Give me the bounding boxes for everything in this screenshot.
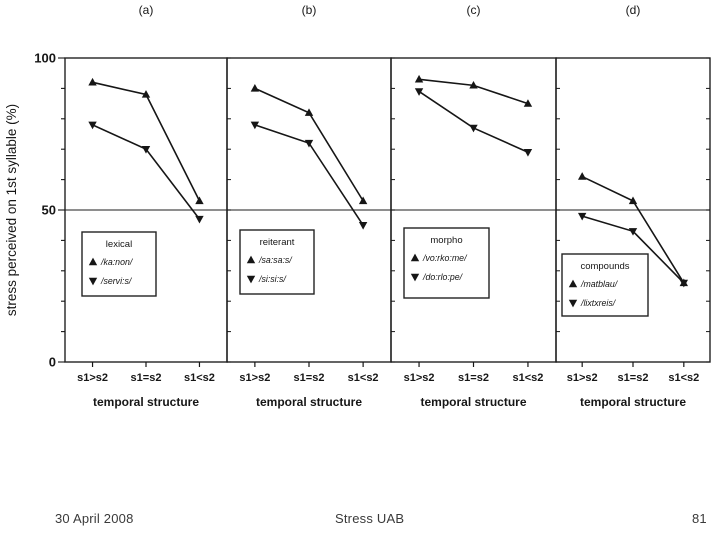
- legend-title: morpho: [430, 235, 462, 246]
- legend-title: compounds: [580, 261, 629, 272]
- x-tick-label: s1=s2: [294, 372, 325, 384]
- series-marker: [679, 279, 689, 288]
- legend-marker: [246, 275, 256, 284]
- series-marker: [195, 196, 204, 205]
- series-marker: [88, 77, 97, 86]
- series-marker: [414, 74, 424, 83]
- series-marker: [250, 121, 260, 130]
- legend-marker: [410, 273, 420, 282]
- panel-label: (a): [139, 3, 154, 17]
- panel-label: (d): [626, 3, 641, 17]
- x-axis-caption: temporal structure: [580, 395, 686, 409]
- legend-item-label: /si:si:s/: [258, 274, 287, 284]
- legend-item-label: /matblau/: [580, 279, 619, 289]
- x-axis-caption: temporal structure: [256, 395, 362, 409]
- legend-title: lexical: [106, 239, 132, 250]
- series-marker: [304, 108, 314, 116]
- series-marker: [414, 88, 424, 96]
- x-tick-label: s1<s2: [348, 372, 379, 384]
- series-marker: [577, 212, 587, 221]
- footer-date: 30 April 2008: [55, 511, 134, 526]
- legend-item-label: /vo:rko:me/: [422, 253, 468, 263]
- legend-item-label: /servi:s/: [100, 276, 133, 286]
- series-marker: [358, 222, 368, 230]
- legend-title: reiterant: [260, 237, 295, 248]
- series-marker: [250, 84, 260, 92]
- legend-box: [403, 227, 490, 299]
- x-axis-caption: temporal structure: [420, 395, 526, 409]
- legend-marker: [246, 255, 256, 264]
- stress-perception-figure: 0 50 100 stress perceived on 1st syllable (…: [4, 3, 711, 409]
- x-axis-caption: temporal structure: [93, 395, 199, 409]
- series-marker: [304, 139, 314, 148]
- legend-marker: [568, 299, 578, 308]
- legend-item-label: /ka:non/: [100, 257, 134, 267]
- x-tick-label: s1<s2: [512, 372, 543, 384]
- legend-marker: [410, 253, 420, 262]
- x-tick-label: s1>s2: [77, 372, 108, 384]
- series-marker: [141, 90, 151, 98]
- y-tick-label: 100: [34, 51, 56, 66]
- series-marker: [141, 146, 151, 154]
- series-marker: [469, 124, 478, 133]
- panel-label: (b): [302, 3, 317, 17]
- legend-box: [561, 253, 649, 317]
- series-marker: [358, 196, 368, 205]
- footer-page-number: 81: [692, 511, 707, 526]
- y-axis-label: stress perceived on 1st syllable (%): [4, 104, 19, 316]
- x-tick-label: s1>s2: [239, 372, 270, 384]
- x-tick-label: s1=s2: [618, 372, 649, 384]
- x-tick-label: s1<s2: [668, 372, 699, 384]
- y-tick-label: 0: [49, 355, 56, 370]
- y-tick-label: 50: [42, 203, 56, 218]
- footer-title: Stress UAB: [335, 511, 405, 526]
- legend-marker: [88, 257, 98, 266]
- series-marker: [88, 121, 97, 130]
- x-tick-label: s1=s2: [131, 372, 162, 384]
- series-marker: [523, 149, 533, 157]
- legend-marker: [88, 277, 98, 286]
- series-marker: [469, 80, 478, 89]
- series-marker: [628, 228, 638, 236]
- x-tick-label: s1>s2: [567, 372, 598, 384]
- series-marker: [195, 215, 204, 224]
- legend-item-label: /lixtxreis/: [580, 298, 617, 308]
- series-line: [418, 90, 529, 153]
- legend-item-label: /do:rlo:pe/: [422, 272, 464, 282]
- x-tick-label: s1=s2: [458, 372, 489, 384]
- series-marker: [628, 196, 638, 205]
- series-line: [92, 81, 201, 202]
- x-tick-label: s1>s2: [404, 372, 435, 384]
- x-tick-label: s1<s2: [184, 372, 215, 384]
- series-line: [92, 124, 201, 220]
- series-marker: [577, 172, 587, 180]
- panel-label: (c): [467, 3, 481, 17]
- legend-marker: [568, 279, 578, 288]
- four-panel-line-chart: 0 50 100 stress perceived on 1st syllable (…: [4, 3, 711, 409]
- legend-item-label: /sa:sa:s/: [258, 255, 293, 265]
- series-marker: [523, 99, 533, 107]
